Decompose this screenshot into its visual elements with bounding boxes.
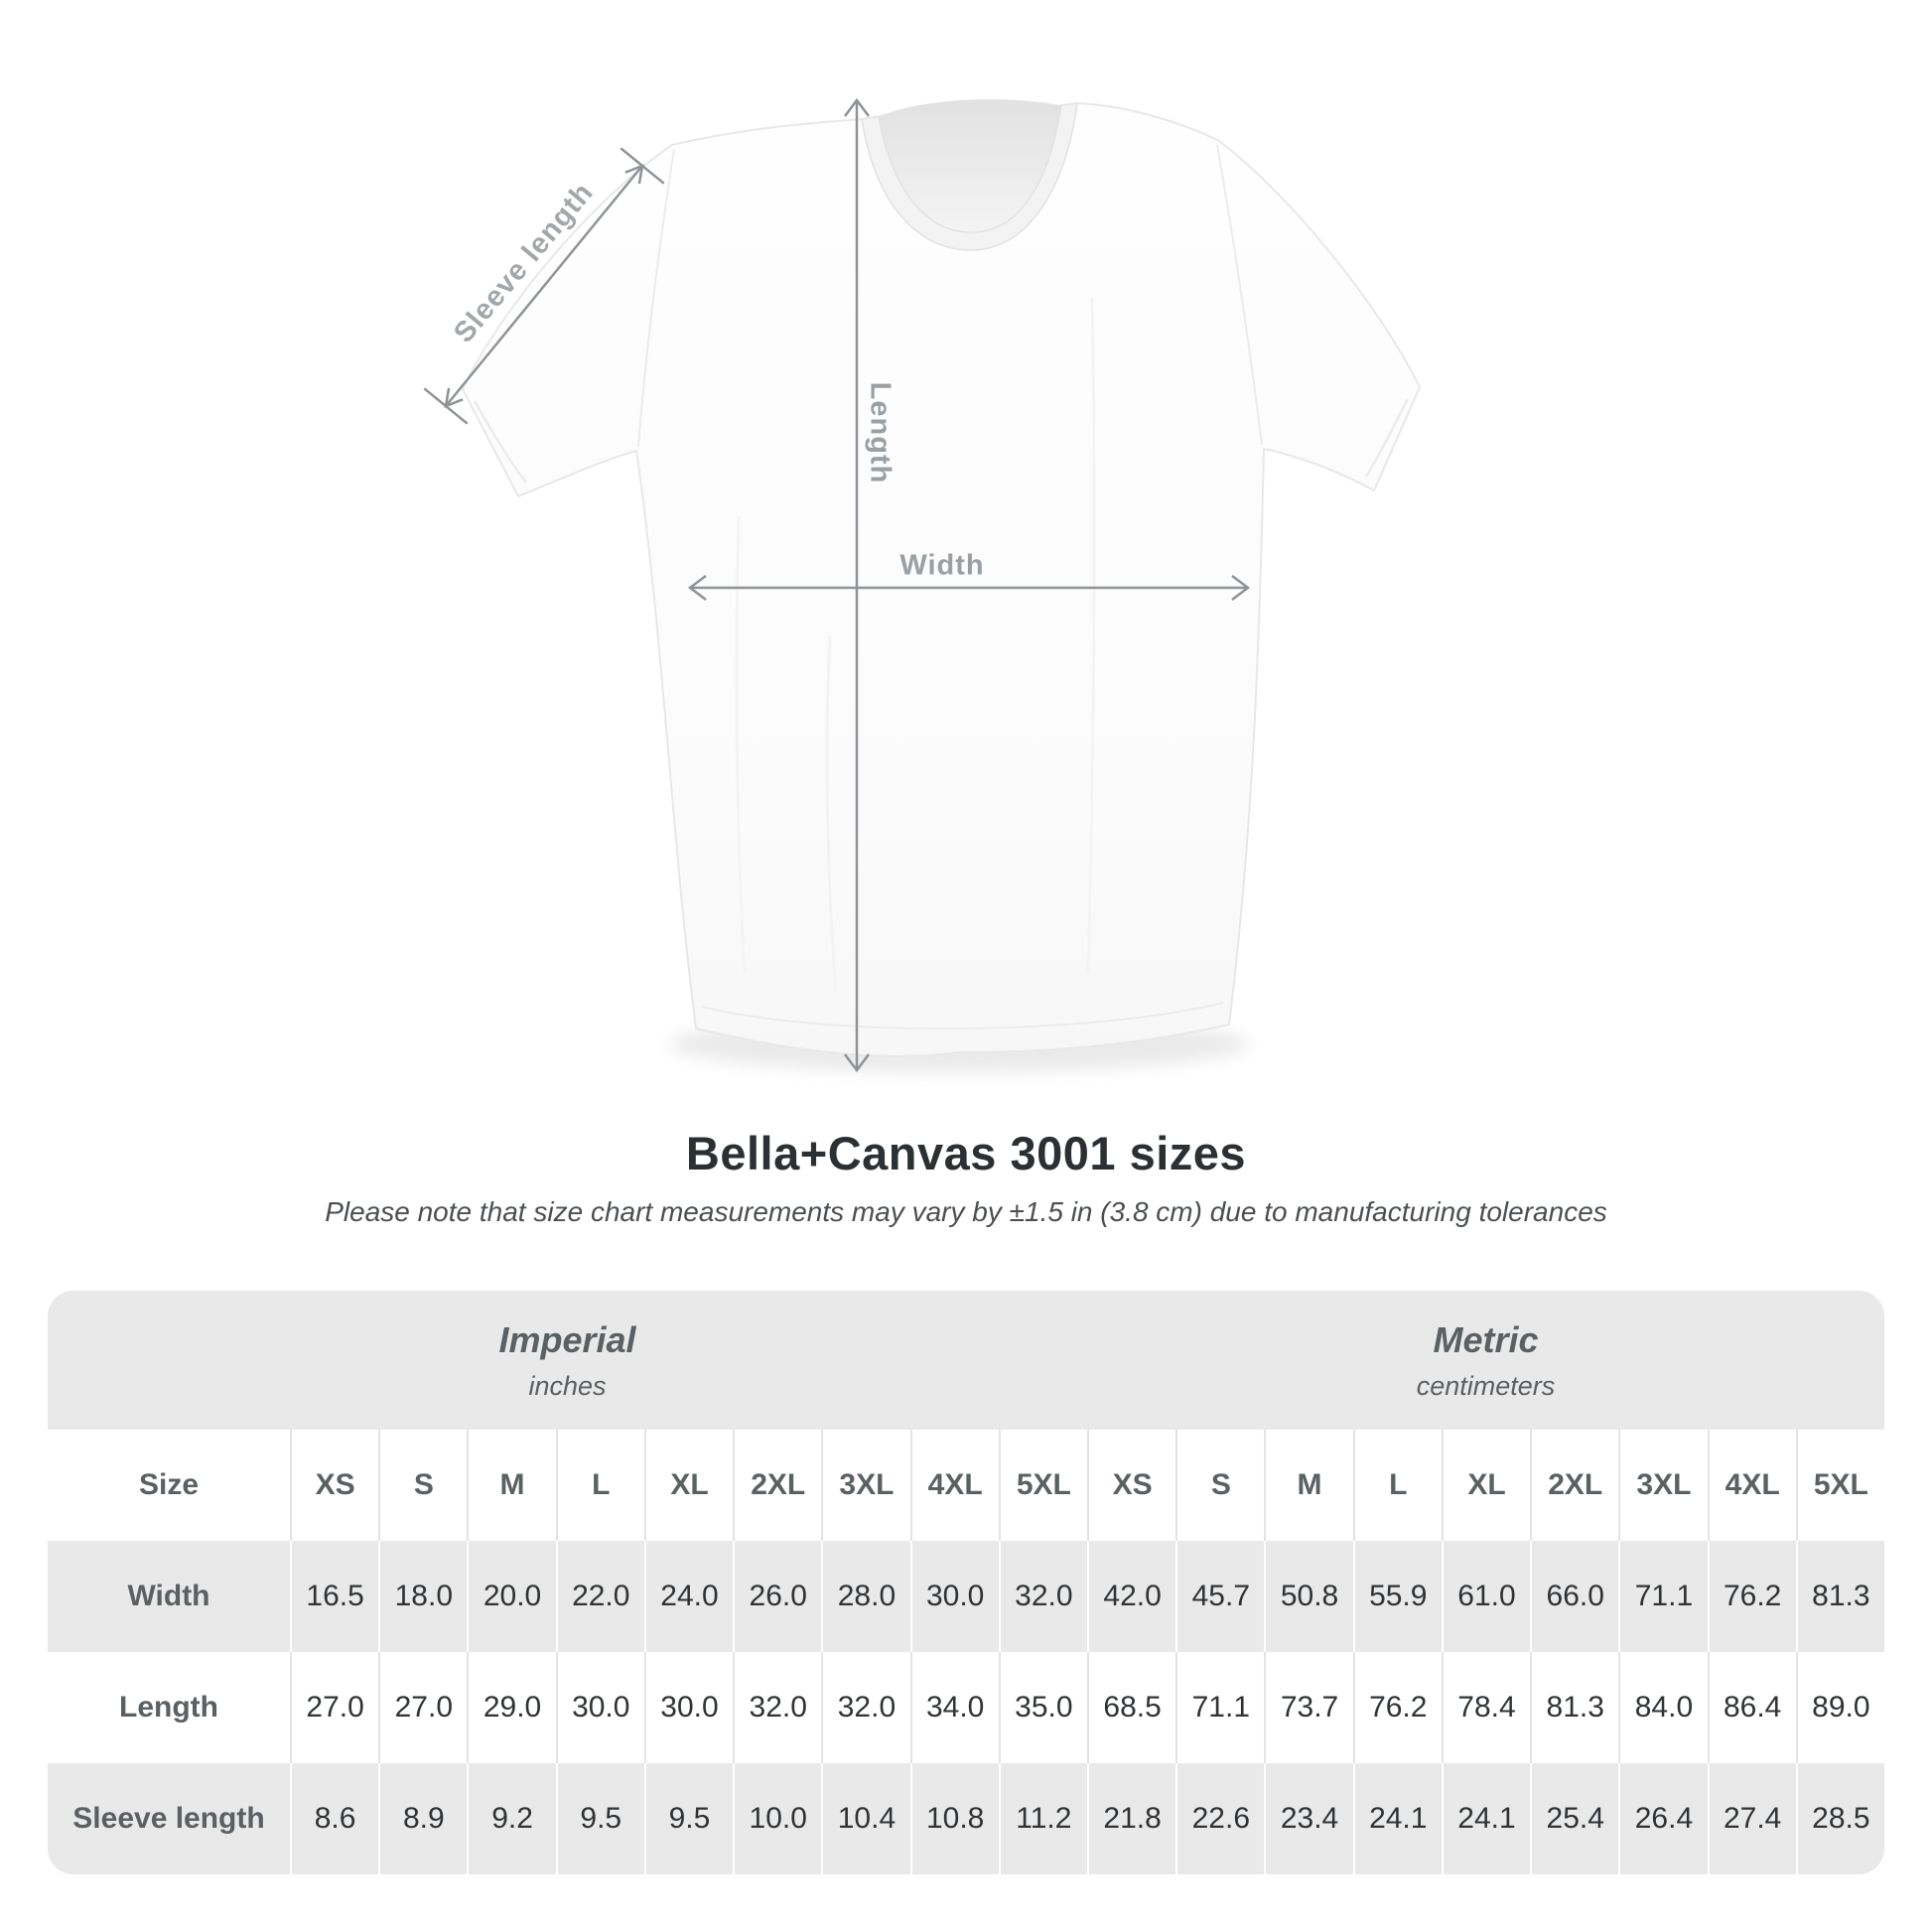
value-cell: 10.0 — [733, 1763, 821, 1874]
size-col-header: 5XL — [1795, 1430, 1884, 1541]
value-cell: 20.0 — [467, 1541, 555, 1652]
value-cell: 30.0 — [555, 1652, 644, 1763]
value-cell: 10.4 — [821, 1763, 909, 1874]
value-cell: 27.0 — [378, 1652, 468, 1763]
size-col-header: 4XL — [1707, 1430, 1796, 1541]
value-cell: 32.0 — [821, 1652, 910, 1763]
tshirt-seams — [473, 144, 1410, 1031]
value-cell: 73.7 — [1264, 1652, 1353, 1763]
value-cell: 61.0 — [1441, 1541, 1530, 1652]
size-col-header: M — [1264, 1430, 1353, 1541]
value-cell: 34.0 — [909, 1652, 999, 1763]
value-cell: 26.4 — [1618, 1763, 1707, 1874]
size-col-header: XS — [1086, 1430, 1176, 1541]
size-col-header: S — [1175, 1430, 1265, 1541]
value-cell: 22.0 — [555, 1541, 644, 1652]
imperial-header-group: Imperial inches — [48, 1291, 1087, 1430]
value-cell: 84.0 — [1618, 1652, 1708, 1763]
value-cell: 9.5 — [555, 1763, 644, 1874]
size-col-header: XL — [1441, 1430, 1531, 1541]
size-col-header: L — [1352, 1430, 1442, 1541]
size-col-header: S — [378, 1430, 468, 1541]
page-subtitle: Please note that size chart measurements… — [325, 1196, 1607, 1227]
value-cell: 30.0 — [909, 1541, 999, 1652]
value-cell: 24.1 — [1352, 1763, 1442, 1874]
width-label: Width — [899, 549, 985, 582]
size-col-header: 4XL — [909, 1430, 999, 1541]
sleeve-length-arrow — [423, 147, 665, 425]
value-cell: 8.9 — [378, 1763, 467, 1874]
value-cell: 32.0 — [998, 1541, 1087, 1652]
value-cell: 42.0 — [1086, 1541, 1175, 1652]
tshirt-illustration — [423, 97, 1422, 1073]
width-arrow — [687, 575, 1251, 601]
metric-header: Metric — [1433, 1318, 1539, 1360]
value-cell: 29.0 — [467, 1652, 556, 1763]
value-cell: 9.5 — [643, 1763, 733, 1874]
value-cell: 81.3 — [1530, 1652, 1619, 1763]
value-cell: 81.3 — [1795, 1541, 1884, 1652]
value-cell: 86.4 — [1707, 1652, 1796, 1763]
value-cell: 55.9 — [1352, 1541, 1442, 1652]
value-cell: 76.2 — [1707, 1541, 1796, 1652]
value-cell: 27.0 — [290, 1652, 379, 1763]
tshirt-body — [461, 101, 1422, 1057]
page-title: Bella+Canvas 3001 sizes — [685, 1127, 1247, 1179]
imperial-header: Imperial — [498, 1318, 636, 1360]
value-cell: 16.5 — [290, 1541, 378, 1652]
value-cell: 89.0 — [1795, 1652, 1884, 1763]
title-block: Bella+Canvas 3001 sizes Please note that… — [0, 1130, 1932, 1226]
value-cell: 30.0 — [643, 1652, 734, 1763]
size-corner-header: Size — [48, 1430, 290, 1541]
value-cell: 24.1 — [1441, 1763, 1530, 1874]
length-label: Length — [864, 381, 897, 484]
size-col-header: 3XL — [1618, 1430, 1708, 1541]
neck-opening — [879, 99, 1061, 232]
size-col-header: L — [555, 1430, 644, 1541]
value-cell: 78.4 — [1441, 1652, 1531, 1763]
value-cell: 9.2 — [467, 1763, 555, 1874]
value-cell: 66.0 — [1530, 1541, 1618, 1652]
value-cell: 32.0 — [733, 1652, 822, 1763]
value-cell: 25.4 — [1530, 1763, 1618, 1874]
value-cell: 26.0 — [733, 1541, 821, 1652]
value-cell: 8.6 — [290, 1763, 378, 1874]
value-cell: 35.0 — [998, 1652, 1087, 1763]
collar-band — [861, 102, 1078, 251]
size-col-header: 3XL — [821, 1430, 910, 1541]
size-col-header: 2XL — [733, 1430, 822, 1541]
value-cell: 71.1 — [1618, 1541, 1707, 1652]
value-cell: 10.8 — [909, 1763, 999, 1874]
imperial-unit-label: inches — [528, 1370, 607, 1401]
value-cell: 45.7 — [1175, 1541, 1264, 1652]
value-cell: 68.5 — [1086, 1652, 1176, 1763]
value-cell: 23.4 — [1264, 1763, 1352, 1874]
size-col-header: 5XL — [998, 1430, 1087, 1541]
value-cell: 76.2 — [1352, 1652, 1442, 1763]
tshirt-measurement-diagram: Sleeve length Length Width — [423, 97, 1422, 1073]
size-table: Imperial inches Metric centimeters Size X… — [48, 1291, 1884, 1874]
value-cell: 24.0 — [643, 1541, 733, 1652]
metric-unit-label: centimeters — [1416, 1370, 1556, 1401]
row-label: Length — [48, 1652, 290, 1763]
value-cell: 71.1 — [1175, 1652, 1265, 1763]
size-col-header: 2XL — [1530, 1430, 1619, 1541]
value-cell: 21.8 — [1086, 1763, 1175, 1874]
row-label: Width — [127, 1580, 210, 1612]
value-cell: 28.0 — [821, 1541, 909, 1652]
value-cell: 50.8 — [1264, 1541, 1352, 1652]
size-col-header: XL — [643, 1430, 734, 1541]
metric-header-group: Metric centimeters — [1087, 1291, 1884, 1430]
value-cell: 27.4 — [1707, 1763, 1796, 1874]
value-cell: 28.5 — [1795, 1763, 1884, 1874]
size-col-header: M — [467, 1430, 556, 1541]
value-cell: 11.2 — [998, 1763, 1087, 1874]
length-arrow — [844, 97, 870, 1073]
size-col-header: XS — [290, 1430, 379, 1541]
row-label: Sleeve length — [72, 1802, 265, 1835]
value-cell: 18.0 — [378, 1541, 467, 1652]
value-cell: 22.6 — [1175, 1763, 1264, 1874]
